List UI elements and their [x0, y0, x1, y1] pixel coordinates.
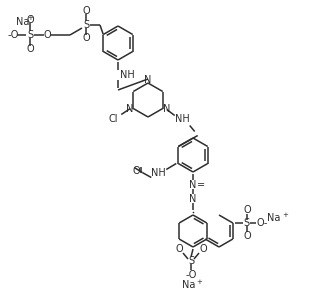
- Text: -O: -O: [186, 270, 197, 280]
- Text: NH: NH: [151, 169, 166, 178]
- Text: +: +: [27, 15, 33, 21]
- Text: O: O: [82, 6, 90, 16]
- Text: O: O: [26, 15, 34, 25]
- Text: N: N: [189, 194, 197, 204]
- Text: Na: Na: [182, 280, 196, 290]
- Text: O: O: [199, 244, 207, 254]
- Text: S: S: [244, 218, 250, 228]
- Text: -O: -O: [8, 30, 19, 40]
- Text: O: O: [82, 33, 90, 43]
- Text: =: =: [197, 180, 205, 190]
- Text: N: N: [189, 180, 197, 190]
- Text: O: O: [26, 44, 34, 54]
- Text: S: S: [83, 20, 89, 30]
- Text: N: N: [163, 104, 171, 113]
- Text: S: S: [188, 256, 194, 266]
- Text: O: O: [43, 30, 51, 40]
- Text: O: O: [133, 166, 140, 175]
- Text: Na: Na: [267, 213, 280, 223]
- Text: O-: O-: [256, 218, 268, 228]
- Text: +: +: [196, 279, 202, 285]
- Text: N: N: [144, 75, 152, 85]
- Text: O: O: [243, 205, 251, 215]
- Text: Cl: Cl: [109, 113, 118, 123]
- Text: Na: Na: [16, 17, 30, 27]
- Text: +: +: [282, 212, 288, 218]
- Text: S: S: [27, 30, 33, 40]
- Text: NH: NH: [175, 114, 190, 125]
- Text: N: N: [126, 104, 133, 113]
- Text: O: O: [175, 244, 183, 254]
- Text: NH: NH: [120, 70, 135, 80]
- Text: O: O: [243, 231, 251, 241]
